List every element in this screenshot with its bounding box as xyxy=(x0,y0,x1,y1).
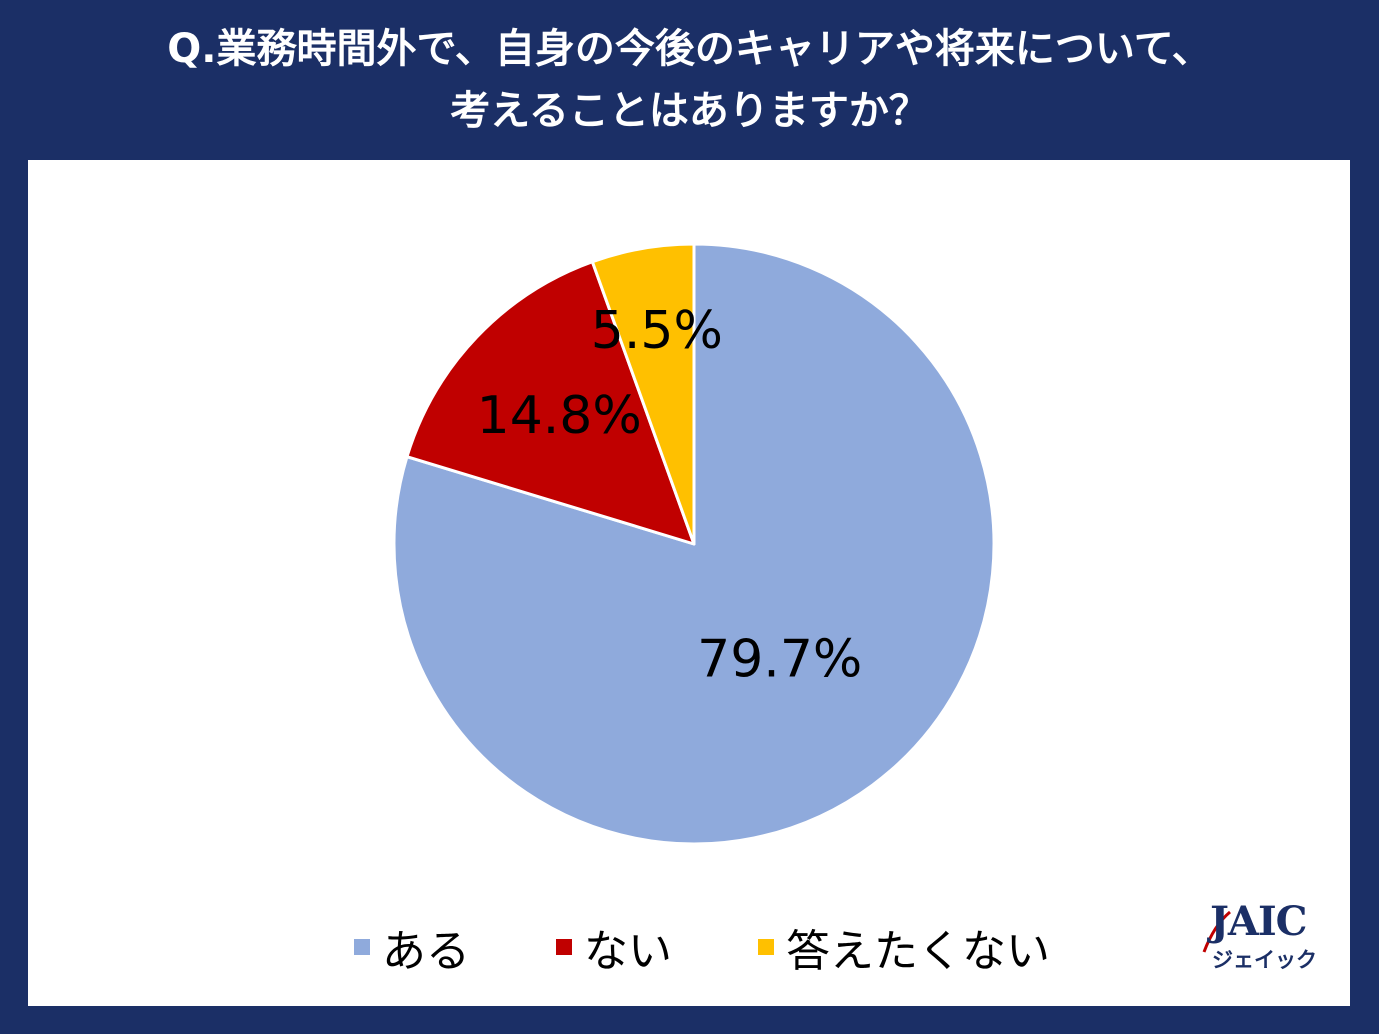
legend-label-nai: ない xyxy=(584,926,672,977)
chart-panel: 79.7% 14.8% 5.5% ある ない 答えたくない JAIC ジェイック xyxy=(28,160,1350,1006)
chart-title-line-1: Q.業務時間外で、自身の今後のキャリアや将来について、 xyxy=(167,26,1212,72)
legend-item-nai: ない xyxy=(556,915,672,979)
data-label-kotaetakunai: 5.5% xyxy=(591,301,723,361)
legend-swatch-kotaetakunai xyxy=(758,939,774,955)
pie-slice-kotaetakunai xyxy=(590,242,696,546)
logo-wordmark: JAIC xyxy=(1210,898,1308,945)
legend-item-kotaetakunai: 答えたくない xyxy=(758,915,1050,979)
chart-title: Q.業務時間外で、自身の今後のキャリアや将来について、 考えることはありますか？ xyxy=(0,18,1379,142)
jaic-logo: JAIC ジェイック xyxy=(1200,898,1330,978)
pie-chart: 79.7% 14.8% 5.5% xyxy=(392,242,996,846)
legend-label-kotaetakunai: 答えたくない xyxy=(786,926,1050,977)
data-label-aru: 79.7% xyxy=(697,630,862,690)
logo-swoosh-icon xyxy=(1202,910,1231,953)
logo-subtext: ジェイック xyxy=(1212,948,1317,972)
pie-slice-nai xyxy=(405,260,696,546)
chart-title-line-2: 考えることはありますか？ xyxy=(450,88,929,134)
legend-item-aru: ある xyxy=(354,915,470,979)
legend-swatch-nai xyxy=(556,939,572,955)
data-label-nai: 14.8% xyxy=(477,386,642,446)
legend-label-aru: ある xyxy=(382,926,470,977)
legend-swatch-aru xyxy=(354,939,370,955)
